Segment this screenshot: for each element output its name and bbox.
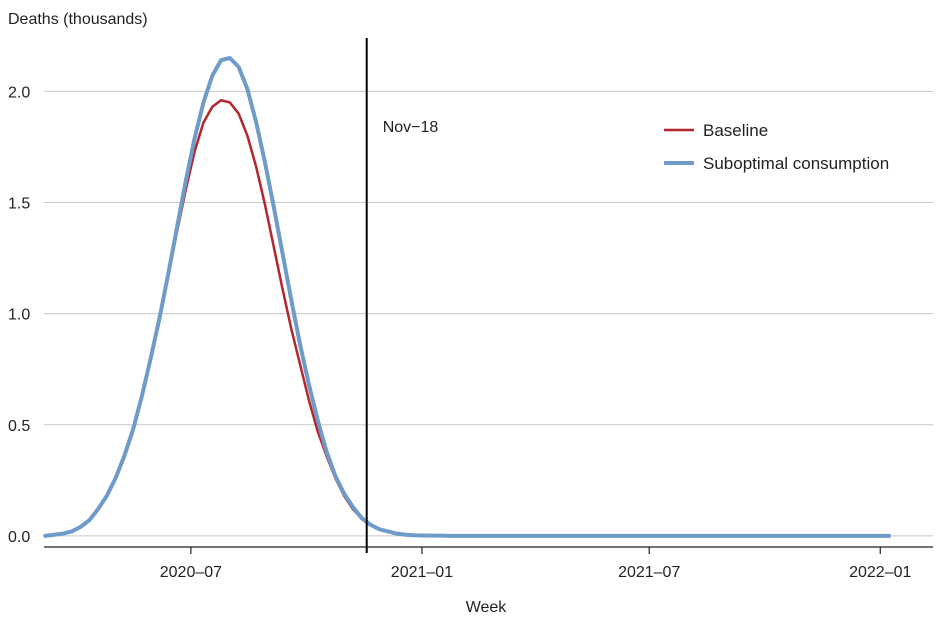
x-tick-label: 2020–07	[160, 564, 222, 581]
y-tick-label: 1.0	[8, 307, 30, 324]
series-line-suboptimal-consumption	[43, 56, 892, 538]
x-tick-label: 2022–01	[849, 564, 911, 581]
annotation-label: Nov−18	[383, 119, 439, 136]
y-tick-label: 2.0	[8, 84, 30, 101]
x-axis-label: Week	[466, 599, 508, 616]
y-tick-labels: 0.0 0.5 1.0 1.5 2.0	[8, 84, 30, 546]
y-axis-label: Deaths (thousands)	[8, 11, 148, 28]
y-tick-label: 0.0	[8, 529, 30, 546]
y-tick-label: 0.5	[8, 418, 30, 435]
series-lines	[43, 56, 892, 538]
x-ticks: 2020–07 2021–01 2021–07 2022–01	[160, 547, 912, 581]
legend-label-suboptimal-consumption: Suboptimal consumption	[703, 154, 889, 173]
legend: Baseline Suboptimal consumption	[664, 121, 889, 173]
x-tick-label: 2021–01	[391, 564, 453, 581]
y-tick-label: 1.5	[8, 195, 30, 212]
x-tick-label: 2021–07	[618, 564, 680, 581]
legend-label-baseline: Baseline	[703, 121, 768, 140]
